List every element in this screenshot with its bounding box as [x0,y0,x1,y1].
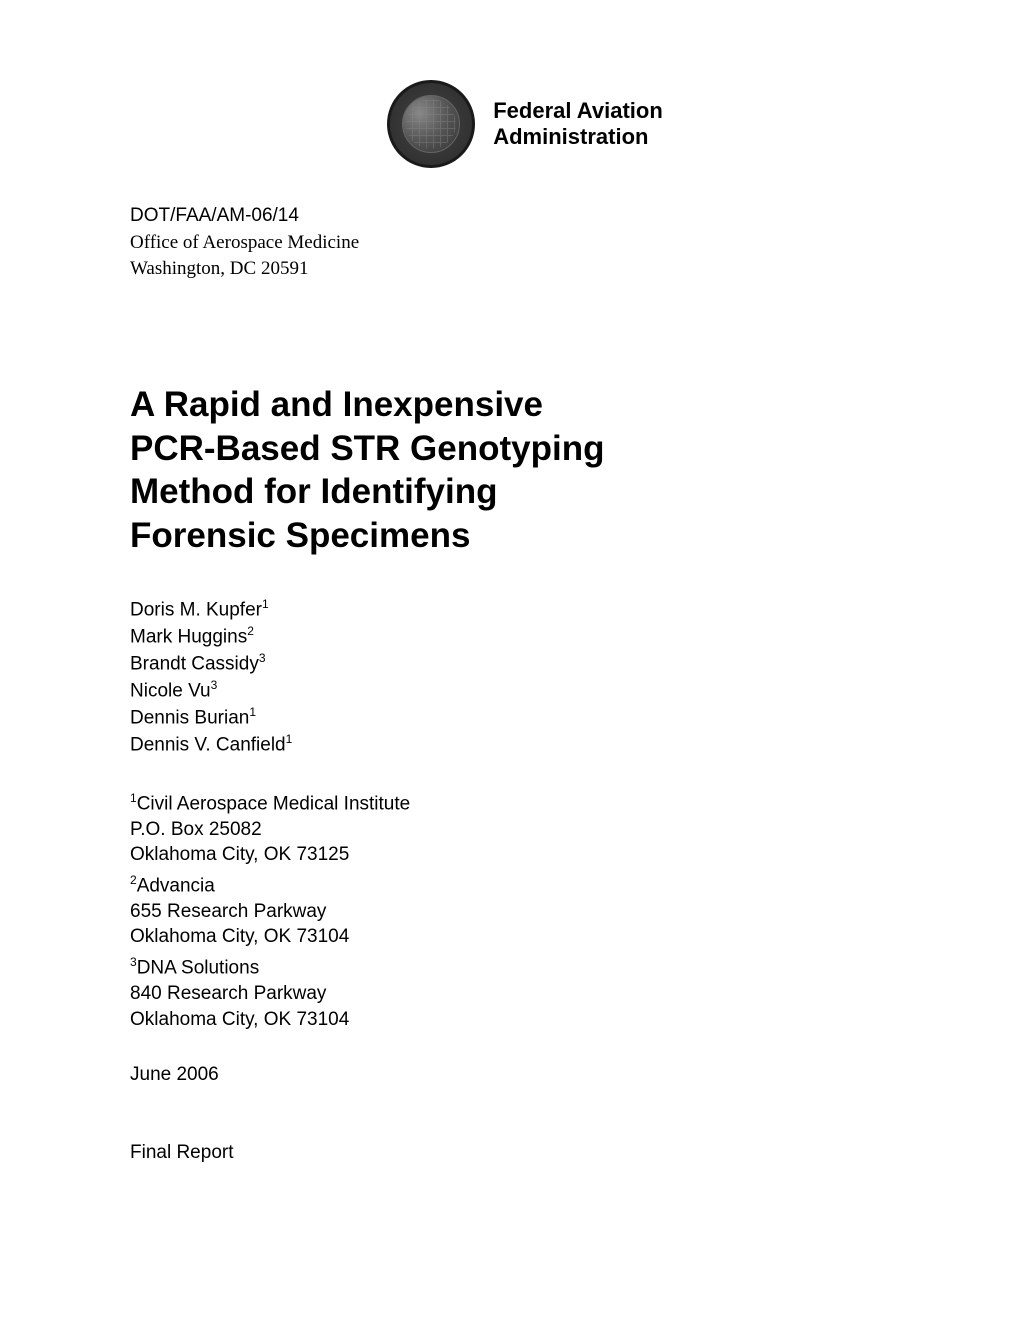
report-type-section: Final Report [130,1142,920,1164]
title-line-3: Method for Identifying [130,470,920,514]
affiliation-block-0: 1Civil Aerospace Medical Institute P.O. … [130,790,920,868]
affiliation-address2: Oklahoma City, OK 73125 [130,842,920,868]
authors-section: Doris M. Kupfer1 Mark Huggins2 Brandt Ca… [130,596,920,758]
author-ref: 3 [211,678,218,692]
author-ref: 1 [249,705,256,719]
affiliation-line: 1Civil Aerospace Medical Institute [130,790,920,817]
author-ref: 1 [262,597,269,611]
author-name: Nicole Vu [130,680,211,701]
author-ref: 2 [247,624,254,638]
author-line-3: Nicole Vu3 [130,677,920,704]
header-logo-section: Federal Aviation Administration [130,80,920,168]
affiliation-address1: 655 Research Parkway [130,899,920,925]
author-name: Mark Huggins [130,626,247,647]
affiliation-name: DNA Solutions [137,957,260,978]
author-name: Dennis Burian [130,707,249,728]
author-ref: 3 [259,651,266,665]
affiliation-line: 3DNA Solutions [130,954,920,981]
title-line-4: Forensic Specimens [130,514,920,558]
affiliation-address1: P.O. Box 25082 [130,817,920,843]
date-section: June 2006 [130,1064,920,1086]
report-type: Final Report [130,1142,920,1164]
affiliations-section: 1Civil Aerospace Medical Institute P.O. … [130,790,920,1033]
affiliation-ref: 1 [130,791,137,805]
affiliation-ref: 3 [130,955,137,969]
document-id-section: DOT/FAA/AM-06/14 Office of Aerospace Med… [130,203,920,283]
author-name: Dennis V. Canfield [130,734,286,755]
affiliation-name: Advancia [137,875,215,896]
author-name: Brandt Cassidy [130,653,259,674]
author-line-2: Brandt Cassidy3 [130,650,920,677]
affiliation-address2: Oklahoma City, OK 73104 [130,1007,920,1033]
author-name: Doris M. Kupfer [130,599,262,620]
publication-date: June 2006 [130,1064,920,1086]
author-line-0: Doris M. Kupfer1 [130,596,920,623]
document-id: DOT/FAA/AM-06/14 [130,203,920,230]
title-line-2: PCR-Based STR Genotyping [130,427,920,471]
affiliation-name: Civil Aerospace Medical Institute [137,793,411,814]
author-line-4: Dennis Burian1 [130,704,920,731]
title-section: A Rapid and Inexpensive PCR-Based STR Ge… [130,383,920,558]
affiliation-address2: Oklahoma City, OK 73104 [130,924,920,950]
affiliation-ref: 2 [130,873,137,887]
faa-seal-icon [387,80,475,168]
org-line-2: Administration [493,124,663,150]
org-line-1: Federal Aviation [493,98,663,124]
document-location: Washington, DC 20591 [130,256,920,283]
author-line-5: Dennis V. Canfield1 [130,731,920,758]
author-ref: 1 [286,732,293,746]
organization-name: Federal Aviation Administration [493,98,663,151]
document-office: Office of Aerospace Medicine [130,230,920,257]
affiliation-block-2: 3DNA Solutions 840 Research Parkway Okla… [130,954,920,1032]
affiliation-address1: 840 Research Parkway [130,981,920,1007]
title-line-1: A Rapid and Inexpensive [130,383,920,427]
author-line-1: Mark Huggins2 [130,623,920,650]
affiliation-block-1: 2Advancia 655 Research Parkway Oklahoma … [130,872,920,950]
main-title: A Rapid and Inexpensive PCR-Based STR Ge… [130,383,920,558]
affiliation-line: 2Advancia [130,872,920,899]
